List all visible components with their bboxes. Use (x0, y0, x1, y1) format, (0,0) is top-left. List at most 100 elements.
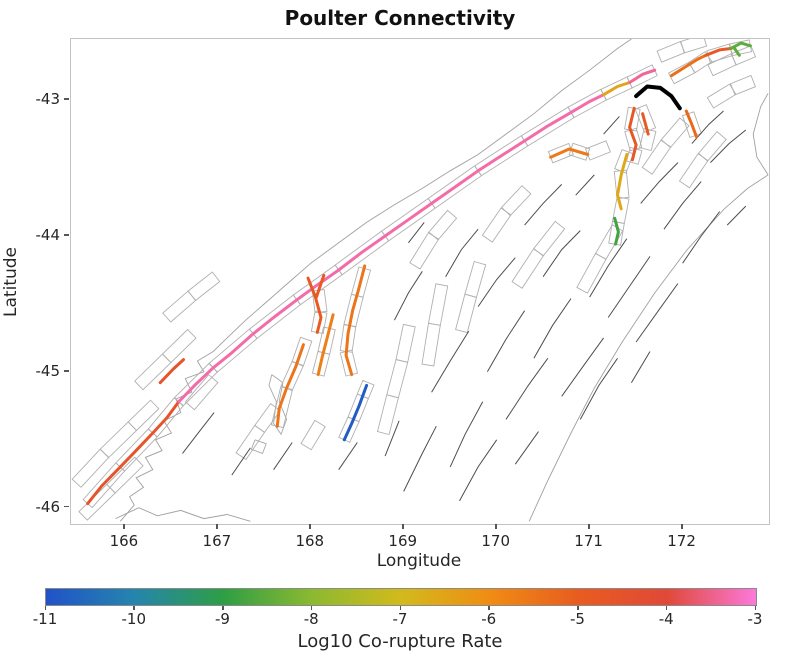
fault-surface-rectangle (376, 394, 399, 436)
fault-surface-rectangle (729, 74, 756, 96)
colorbar-tick-mark (310, 606, 313, 610)
x-tick-mark (402, 524, 404, 529)
fault-surface-rectangle (464, 260, 487, 298)
fault-surface-rectangle (187, 271, 221, 302)
fault-trace (579, 358, 618, 420)
fault-trace (561, 337, 605, 397)
fault-surface-rectangle (656, 41, 686, 63)
fault-trace (408, 222, 425, 244)
fault-surface-rectangle (409, 232, 440, 270)
colorbar-tick-label: -6 (481, 610, 497, 628)
map-canvas (71, 39, 769, 522)
fault-surface-rectangle (547, 142, 574, 164)
fault-surface-rectangle (624, 127, 643, 152)
fault-trace (273, 442, 293, 470)
fault-trace (505, 358, 549, 420)
fault-trace (182, 412, 215, 454)
fault-trace (635, 283, 679, 343)
x-tick-label: 169 (388, 532, 418, 550)
x-tick-mark (123, 524, 125, 529)
fault-surface-rectangle (127, 399, 160, 432)
fault-line-red-cluster-b (641, 112, 650, 136)
fault-trace-layer (182, 110, 747, 502)
fault-trace (575, 174, 595, 196)
colorbar-tick-mark (44, 606, 46, 610)
coastline (528, 174, 769, 522)
y-tick-mark (64, 234, 69, 236)
x-tick-label: 167 (202, 532, 232, 550)
coastline (115, 507, 251, 522)
fault-trace (445, 228, 479, 277)
colorbar (45, 588, 757, 606)
fault-surface-rectangle (697, 130, 727, 162)
fault-surface-rectangle (455, 293, 478, 334)
fault-trace (449, 401, 484, 468)
fault-line-top-pink-segment (628, 68, 657, 84)
coastline (752, 93, 769, 176)
fault-line-top-right-orange (669, 53, 708, 78)
colorbar-tick-label: -5 (570, 610, 585, 628)
fault-line-fork-branch-west (306, 276, 317, 299)
fault-surface-rectangle (678, 153, 709, 189)
fault-trace (384, 420, 400, 457)
fault-surface-rectangle (427, 283, 449, 326)
corupture-faults-layer (86, 41, 752, 506)
x-tick-label: 166 (109, 532, 139, 550)
x-tick-label: 172 (667, 532, 696, 550)
fault-surface-rectangle (533, 220, 566, 257)
fault-surface-rectangle (481, 207, 512, 243)
fault-line-orange-west-long (275, 343, 305, 428)
fault-trace (524, 184, 563, 226)
colorbar-tick-mark (754, 606, 756, 610)
colorbar-tick-label: -11 (32, 610, 58, 628)
fault-surface-rectangle (421, 322, 441, 367)
fault-line-blue-segment (342, 383, 369, 442)
fault-trace (477, 257, 516, 307)
y-tick-label: -46 (35, 497, 61, 516)
lake-outline (268, 374, 288, 436)
fault-surface-rectangle (613, 169, 630, 200)
fault-surface-rectangle (270, 386, 294, 429)
fault-surface-rectangle (71, 448, 110, 488)
fault-surface-rectangles-layer (71, 39, 757, 521)
colorbar-tick-mark (665, 606, 668, 610)
colorbar-tick-label: -8 (303, 610, 319, 628)
fault-surface-rectangle (568, 142, 591, 161)
fault-line-top-right-green-branch (733, 47, 741, 57)
x-tick-mark (216, 524, 218, 529)
fault-trace (514, 431, 539, 465)
fault-surface-rectangle (386, 358, 409, 399)
colorbar-tick-mark (133, 606, 135, 610)
x-tick-label: 170 (481, 532, 510, 550)
fault-line-green-south (613, 216, 620, 246)
fault-line-poulter-fault (634, 84, 682, 111)
fault-surface-rectangle (660, 117, 690, 149)
colorbar-tick-label: -4 (658, 610, 674, 628)
fault-surface-rectangle (584, 140, 611, 161)
fault-line-fork-stem (313, 295, 323, 334)
colorbar-tick-label: -7 (392, 610, 408, 628)
fault-line-red-cluster-a (628, 106, 638, 162)
fault-line-sw-red-branch (158, 358, 185, 385)
y-tick-mark (64, 98, 69, 100)
x-tick-label: 168 (295, 532, 325, 550)
fault-surface-rectangle (162, 290, 197, 323)
fault-surface-rectangle (641, 139, 672, 175)
colorbar-tick-mark (222, 606, 224, 610)
fault-surface-rectangle (147, 397, 185, 438)
fault-trace (486, 310, 526, 373)
fault-trace (682, 211, 721, 264)
fault-surface-rectangle (707, 53, 737, 77)
fault-surface-rectangle (356, 379, 375, 400)
y-tick-label: -44 (35, 225, 61, 244)
fault-surface-rectangle (350, 266, 372, 298)
fault-surface-rectangle (614, 149, 634, 174)
fault-trace (338, 442, 358, 470)
fault-line-fork-branch-east (314, 273, 326, 299)
fault-trace (630, 351, 651, 383)
fault-trace (403, 425, 437, 492)
fault-surface-rectangle (339, 349, 359, 377)
fault-trace (726, 205, 747, 226)
fault-trace (542, 230, 581, 277)
